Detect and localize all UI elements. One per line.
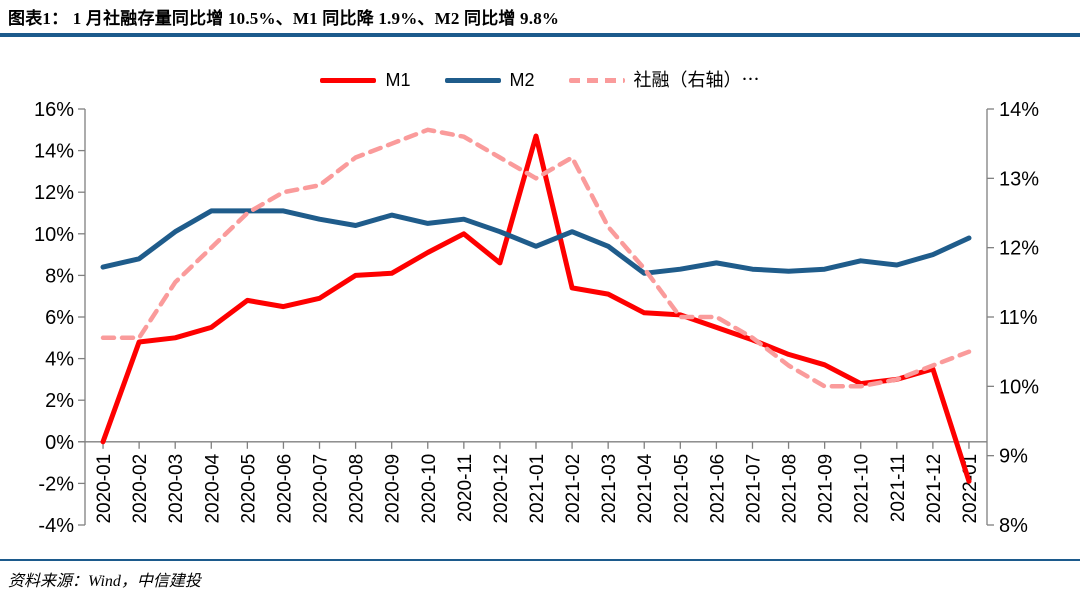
x-axis-tick-label: 2021-06: [707, 454, 728, 524]
legend-label: M2: [509, 70, 535, 90]
x-axis-tick-label: 2020-05: [238, 454, 259, 524]
legend-item-M1: M1: [320, 70, 411, 90]
x-axis-tick-label: 2020-07: [311, 454, 332, 524]
y-axis-right-tick-label: 14%: [999, 99, 1039, 121]
y-axis-left-tick-label: 12%: [34, 182, 74, 204]
x-axis-tick-label: 2021-08: [780, 454, 801, 524]
y-axis-right-tick-label: 12%: [999, 238, 1039, 260]
x-axis-tick-label: 2021-04: [635, 453, 656, 523]
x-axis-tick-label: 2020-09: [383, 454, 404, 524]
x-axis-tick-label: 2020-02: [130, 454, 151, 524]
series-line-shehuirong: [100, 127, 972, 389]
y-axis-right-tick-label: 11%: [999, 307, 1038, 329]
series-line-M2: [100, 208, 972, 276]
x-axis-tick-label: 2020-03: [166, 454, 187, 524]
legend-item-M2: M2: [444, 70, 535, 90]
legend-label: M1: [385, 70, 411, 90]
x-axis-tick-label: 2020-08: [347, 454, 368, 524]
legend-line-swatch-solid: [320, 77, 377, 83]
title-divider-rule: [0, 33, 1080, 37]
x-axis-tick-label: 2021-03: [599, 454, 620, 524]
source-note: 资料来源：Wind，中信建投: [8, 573, 201, 590]
x-axis-tick-label: 2020-04: [202, 453, 223, 523]
legend-label: 社融（右轴）⋯: [633, 70, 760, 90]
x-axis-tick-label: 2021-10: [852, 454, 873, 524]
y-axis-left-tick-label: 16%: [34, 99, 74, 121]
legend-item-shehuirong: 社融（右轴）⋯: [568, 70, 760, 90]
chart-title: 图表1： 1 月社融存量同比增 10.5%、M1 同比降 1.9%、M2 同比增…: [8, 9, 560, 28]
y-axis-left-tick-label: 10%: [34, 224, 74, 246]
y-axis-left-tick-label: 6%: [45, 307, 74, 329]
y-axis-right-tick-label: 13%: [999, 168, 1039, 190]
footer-divider-rule: [0, 559, 1080, 561]
series-line-M1: [100, 133, 972, 484]
x-axis-tick-label: 2021-02: [563, 454, 584, 524]
x-axis-tick-label: 2020-06: [274, 454, 295, 524]
legend-line-swatch-dashed: [568, 77, 625, 83]
x-axis-tick-label: 2020-11: [455, 454, 476, 522]
x-axis-tick-label: 2021-11: [888, 454, 909, 522]
x-axis-tick-label: 2021-01: [527, 454, 548, 524]
x-axis-tick-label: 2021-12: [924, 454, 945, 524]
y-axis-left-tick-label: 8%: [45, 265, 74, 287]
chart-legend: M1 M2 社融（右轴）⋯: [0, 67, 1080, 93]
x-axis-tick-label: 2020-12: [491, 454, 512, 524]
chart-canvas: 16% 14% 12% 10% 8% 6% 4% 2% 0% -2% -4% 14% 13% 12% 11%…: [34, 99, 1039, 537]
x-axis-tick-label: 2020-10: [419, 454, 440, 524]
y-axis-right-tick-label: 9%: [999, 446, 1028, 468]
y-axis-left-tick-label: 4%: [45, 349, 74, 371]
y-axis-left-tick-label: -2%: [38, 473, 74, 495]
y-axis-right-tick-label: 10%: [999, 376, 1039, 398]
x-axis-tick-label: 2021-07: [743, 454, 764, 524]
y-axis-right-tick-label: 8%: [999, 515, 1028, 537]
x-axis-tick-label: 2021-05: [671, 454, 692, 524]
y-axis-left-tick-label: 2%: [45, 390, 74, 412]
x-axis-tick-label: 2021-09: [816, 454, 837, 524]
y-axis-left-tick-label: 14%: [34, 141, 74, 163]
y-axis-left-tick-label: -4%: [38, 515, 74, 537]
legend-line-swatch-solid: [444, 77, 501, 83]
y-axis-left-tick-label: 0%: [45, 432, 74, 454]
x-axis-tick-label: 2020-01: [94, 454, 115, 524]
